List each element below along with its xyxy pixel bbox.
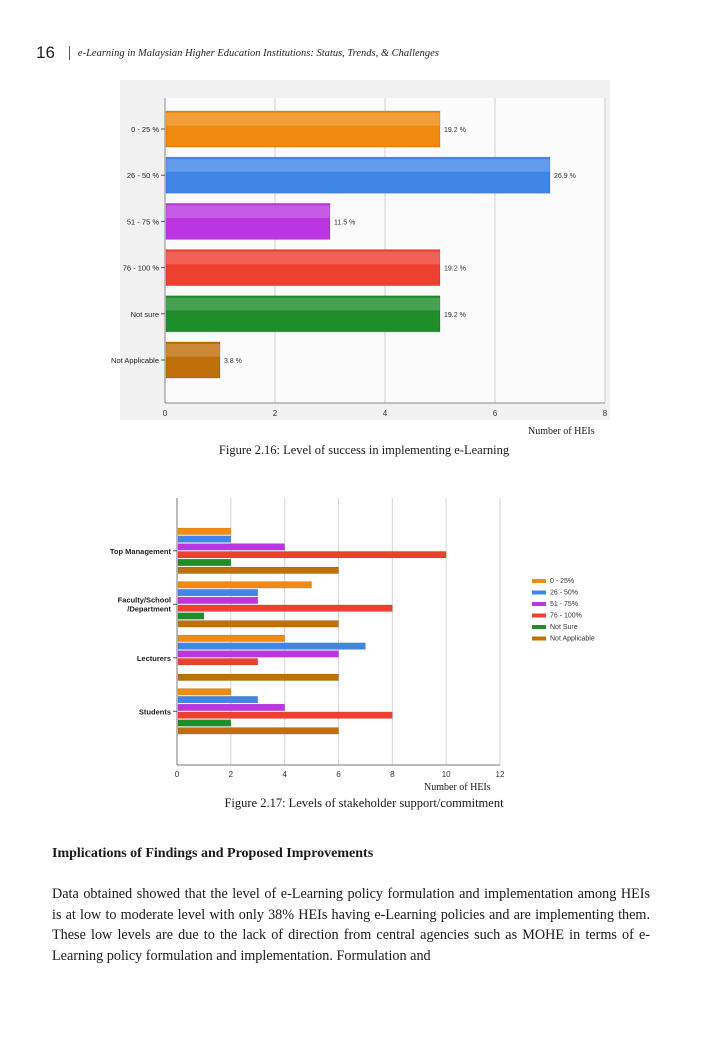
running-title: e-Learning in Malaysian Higher Education… (77, 47, 439, 59)
legend-swatch (532, 590, 546, 595)
bar-highlight (166, 297, 440, 311)
bar (177, 596, 258, 604)
section-heading: Implications of Findings and Proposed Im… (52, 846, 374, 861)
figure-2-17-caption: Figure 2.17: Levels of stakeholder suppo… (224, 796, 504, 810)
category-label: Not Applicable (111, 356, 159, 365)
legend-label: 76 - 100% (550, 613, 582, 620)
bar (165, 203, 331, 240)
bar (177, 604, 393, 612)
x-tick-label: 0 (175, 770, 180, 779)
bar (177, 612, 205, 620)
legend-label: 51 - 75% (550, 601, 578, 608)
bar (177, 535, 232, 543)
bar-highlight (166, 159, 550, 172)
legend-label: Not Applicable (550, 636, 595, 643)
bar (177, 650, 339, 658)
figure-2-16-caption: Figure 2.16: Level of success in impleme… (218, 443, 510, 457)
legend-swatch (532, 613, 546, 618)
bar (177, 696, 258, 704)
category-label: 0 - 25 % (131, 125, 159, 134)
bar (177, 634, 285, 642)
x-tick-label: 2 (229, 770, 234, 779)
legend-swatch (532, 579, 546, 583)
category-label: Lecturers (137, 654, 171, 663)
x-tick-label: 4 (282, 770, 287, 779)
figure-2-17-x-axis-title: Number of HEIs (424, 782, 491, 793)
x-tick-label: 0 (163, 409, 168, 418)
x-tick-label: 4 (383, 409, 388, 418)
figure-2-16-chart: 0 2 4 6 8 0 - 25 % 19.2 % 26 - 50 % 26.9 % 51 - 7… (90, 80, 630, 425)
bar (177, 566, 339, 574)
category-label: 26 - 50 % (127, 171, 159, 180)
bar-highlight (166, 113, 440, 126)
data-label: 19.2 % (444, 127, 466, 134)
category-label: Not sure (131, 310, 159, 319)
figure-2-16-x-axis-title: Number of HEIs (528, 426, 595, 437)
category-label-line1: Faculty/School (118, 595, 171, 604)
x-tick-label: 8 (390, 770, 395, 779)
category-label: Students (139, 707, 171, 716)
bar (177, 673, 339, 681)
bar (177, 543, 285, 551)
category-label: 51 - 75 % (127, 217, 159, 226)
legend-label: 26 - 50% (550, 590, 578, 597)
bar (177, 719, 232, 727)
bar (177, 589, 258, 597)
bar (177, 581, 312, 589)
data-label: 19.2 % (444, 312, 466, 319)
bar (177, 620, 339, 628)
bar (165, 249, 441, 286)
x-tick-label: 6 (336, 770, 341, 779)
bar-highlight (166, 251, 440, 265)
data-label: 3.8 % (224, 358, 242, 365)
data-label: 19.2 % (444, 266, 466, 273)
bar-highlight (166, 205, 330, 218)
data-label: 11.5 % (334, 219, 355, 226)
bar (177, 688, 232, 696)
body-paragraph: Data obtained showed that the level of e… (52, 886, 650, 964)
category-label: 76 - 100 % (123, 264, 160, 273)
bar (177, 558, 232, 566)
legend-swatch (532, 625, 546, 629)
bar (165, 341, 221, 379)
bar (177, 642, 366, 650)
legend-label: Not Sure (550, 624, 578, 631)
bar (165, 295, 441, 333)
x-tick-label: 2 (273, 409, 278, 418)
page-header: 16 e-Learning in Malaysian Higher Educat… (36, 42, 439, 64)
bar (177, 711, 393, 719)
bar (165, 156, 551, 194)
bar (177, 703, 285, 711)
success-level-bar-chart: 0 2 4 6 8 0 - 25 % 19.2 % 26 - 50 % 26.9 % 51 - 7… (111, 80, 610, 420)
x-tick-label: 12 (496, 770, 505, 779)
bar (177, 727, 339, 735)
page-number: 16 (36, 43, 55, 62)
legend-swatch (532, 602, 546, 606)
bar (177, 551, 447, 559)
bar (177, 527, 232, 535)
header-divider (68, 46, 70, 60)
legend-label: 0 - 25% (550, 578, 574, 585)
bar-highlight (166, 344, 220, 357)
category-label: Top Management (110, 547, 172, 556)
bar (177, 658, 258, 666)
figure-2-17-chart: 0 2 4 6 8 10 12 Top Management Faculty/School/De… (80, 492, 640, 782)
data-label: 26.9 % (554, 173, 576, 180)
x-tick-label: 8 (603, 409, 608, 418)
bar (165, 110, 441, 148)
x-tick-label: 10 (442, 770, 451, 779)
x-tick-label: 6 (493, 409, 498, 418)
category-label-line2: /Department (127, 604, 171, 613)
legend-swatch (532, 636, 546, 641)
stakeholder-support-bar-chart: 0 2 4 6 8 10 12 Top Management Faculty/School/De… (110, 498, 595, 779)
